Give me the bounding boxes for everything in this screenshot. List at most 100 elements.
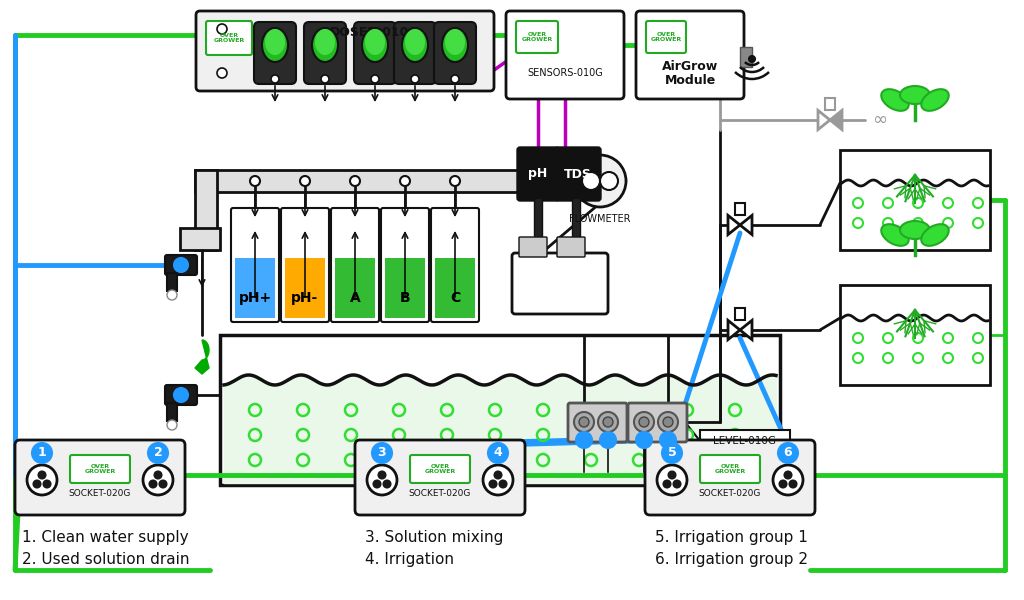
FancyBboxPatch shape: [628, 403, 687, 442]
Circle shape: [43, 481, 50, 487]
Text: 3: 3: [378, 446, 386, 460]
Bar: [167, 403, 177, 421]
Text: DOSER-010G: DOSER-010G: [330, 26, 420, 40]
Circle shape: [489, 481, 497, 487]
FancyBboxPatch shape: [506, 11, 624, 99]
Ellipse shape: [312, 28, 338, 62]
Circle shape: [636, 432, 652, 448]
Circle shape: [598, 412, 618, 432]
Bar: [700, 430, 790, 452]
Text: ∞: ∞: [872, 111, 888, 129]
Text: 5: 5: [668, 446, 677, 460]
Circle shape: [372, 443, 392, 463]
Circle shape: [657, 465, 687, 495]
Circle shape: [500, 481, 507, 487]
Polygon shape: [195, 340, 209, 374]
Text: Module: Module: [665, 73, 716, 86]
Circle shape: [574, 412, 594, 432]
Circle shape: [463, 24, 473, 34]
FancyBboxPatch shape: [431, 208, 479, 322]
FancyBboxPatch shape: [516, 21, 558, 53]
Bar: [735, 308, 745, 320]
Circle shape: [150, 481, 157, 487]
Circle shape: [662, 443, 682, 463]
Bar: [195, 170, 217, 250]
Circle shape: [483, 465, 513, 495]
FancyBboxPatch shape: [355, 440, 525, 515]
Circle shape: [779, 481, 786, 487]
FancyBboxPatch shape: [512, 253, 608, 314]
Bar: [220, 335, 780, 485]
FancyBboxPatch shape: [646, 21, 686, 53]
Ellipse shape: [900, 86, 930, 104]
Circle shape: [790, 481, 797, 487]
Ellipse shape: [362, 28, 388, 62]
Ellipse shape: [922, 224, 949, 246]
FancyBboxPatch shape: [645, 440, 815, 515]
FancyBboxPatch shape: [231, 208, 279, 322]
Circle shape: [384, 481, 390, 487]
Text: LEVEL-010G: LEVEL-010G: [714, 436, 776, 446]
FancyBboxPatch shape: [165, 255, 197, 275]
FancyBboxPatch shape: [206, 21, 252, 55]
Polygon shape: [728, 320, 740, 340]
Circle shape: [300, 176, 310, 186]
FancyBboxPatch shape: [254, 22, 296, 84]
Text: FLOWMETER: FLOWMETER: [569, 214, 631, 224]
Text: OVER
GROWER: OVER GROWER: [650, 32, 682, 43]
Circle shape: [660, 432, 676, 448]
Text: 1: 1: [38, 446, 46, 460]
Text: SOCKET-020G: SOCKET-020G: [69, 488, 131, 497]
Circle shape: [450, 176, 460, 186]
Circle shape: [495, 472, 502, 479]
Ellipse shape: [922, 89, 949, 111]
Circle shape: [160, 481, 167, 487]
FancyBboxPatch shape: [281, 208, 329, 322]
FancyBboxPatch shape: [568, 403, 627, 442]
Polygon shape: [740, 320, 752, 340]
Text: pH: pH: [528, 167, 548, 181]
FancyBboxPatch shape: [196, 11, 494, 91]
Circle shape: [674, 481, 681, 487]
Text: 3. Solution mixing: 3. Solution mixing: [365, 530, 504, 545]
Circle shape: [582, 172, 600, 190]
Text: 5. Irrigation group 1: 5. Irrigation group 1: [655, 530, 808, 545]
Circle shape: [217, 68, 227, 78]
Ellipse shape: [882, 89, 908, 111]
Circle shape: [574, 155, 626, 207]
Circle shape: [371, 75, 379, 83]
Circle shape: [658, 412, 678, 432]
Text: 1. Clean water supply: 1. Clean water supply: [22, 530, 188, 545]
Circle shape: [155, 472, 162, 479]
FancyBboxPatch shape: [700, 455, 760, 483]
Text: C: C: [450, 291, 460, 305]
Circle shape: [463, 68, 473, 78]
Circle shape: [784, 472, 792, 479]
Ellipse shape: [315, 29, 335, 55]
Polygon shape: [728, 215, 740, 235]
Text: pH+: pH+: [239, 291, 271, 305]
Circle shape: [271, 75, 279, 83]
Text: A: A: [349, 291, 360, 305]
Bar: [195, 170, 595, 192]
Circle shape: [350, 176, 360, 186]
Text: SOCKET-020G: SOCKET-020G: [698, 488, 761, 497]
Text: TDS: TDS: [564, 167, 592, 181]
Circle shape: [669, 472, 676, 479]
Circle shape: [143, 465, 173, 495]
Bar: [167, 273, 177, 291]
Text: OVER
GROWER: OVER GROWER: [213, 32, 245, 43]
Circle shape: [400, 176, 410, 186]
Text: SOCKET-020G: SOCKET-020G: [409, 488, 471, 497]
FancyBboxPatch shape: [410, 455, 470, 483]
Circle shape: [379, 472, 385, 479]
Circle shape: [600, 172, 618, 190]
Circle shape: [575, 432, 592, 448]
Bar: [435, 258, 475, 318]
Circle shape: [167, 420, 177, 430]
Bar: [740, 47, 752, 67]
Ellipse shape: [900, 221, 930, 239]
Text: OVER
GROWER: OVER GROWER: [424, 464, 456, 475]
Circle shape: [579, 417, 589, 427]
Circle shape: [367, 465, 397, 495]
